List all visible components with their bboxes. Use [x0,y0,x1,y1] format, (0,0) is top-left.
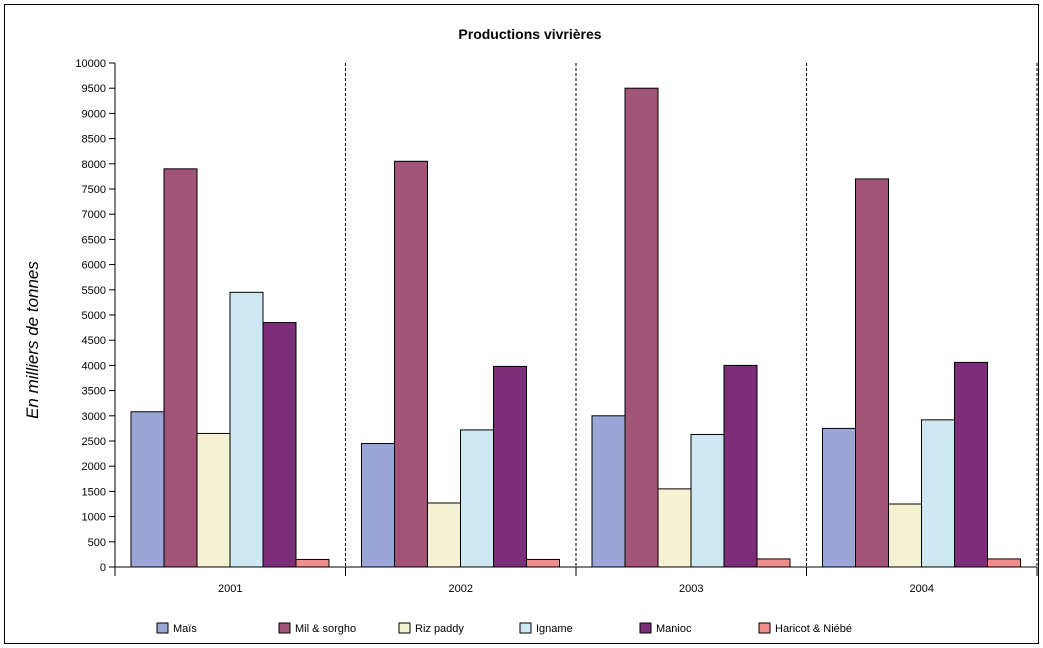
bars [130,87,1021,568]
bar [427,502,461,568]
x-tick-label: 2001 [218,583,242,595]
bar [196,432,231,568]
y-tick-label: 5000 [82,310,106,322]
y-tick-label: 3000 [82,411,106,423]
bar [624,87,659,568]
bar [361,443,395,568]
y-tick-label: 2000 [82,461,106,473]
bar [163,168,198,568]
legend-label: Riz paddy [415,623,464,635]
bar [888,503,922,568]
legend-swatch [519,622,532,634]
y-tick-label: 5500 [82,285,106,297]
legend: Maïs Mil & sorgho Riz paddy Igname Manioc Har… [156,622,852,635]
y-tick-label: 10000 [75,58,106,70]
y-tick-label: 6500 [82,234,106,246]
y-tick-label: 4500 [82,335,106,347]
bar [690,433,725,568]
bar [954,361,988,568]
y-tick-label: 9000 [82,108,106,120]
y-tick-label: 1000 [82,512,106,524]
legend-label: Maïs [173,623,197,635]
y-tick-label: 7500 [82,184,106,196]
y-tick-label: 7000 [82,209,106,221]
y-tick-label: 4000 [82,360,106,372]
bar [591,415,626,568]
legend-label: Manioc [656,623,692,635]
y-tick-label: 9500 [82,83,106,95]
bar [229,291,264,568]
bar [460,429,494,568]
y-tick-label: 6000 [82,260,106,272]
bar [822,427,856,568]
x-tick-label: 2002 [449,583,473,595]
chart-title: Productions vivrières [458,26,601,42]
legend-swatch [278,622,291,634]
legend-swatch [758,622,771,634]
y-tick-label: 8500 [82,134,106,146]
x-tick-label: 2004 [910,583,934,595]
category-separators [345,63,1038,567]
bar [723,364,758,568]
x-tick-label: 2003 [679,583,703,595]
bar [262,322,297,568]
bar [921,419,955,568]
legend-swatch [156,622,169,634]
legend-label: Igname [536,623,573,635]
legend-swatch [398,622,411,634]
legend-label: Mil & sorgho [295,623,356,635]
axes: 0 500 1000 1500 2000 2500 3000 3500 4000 4500 5000… [75,58,1038,595]
y-tick-label: 2500 [82,436,106,448]
bar [295,558,330,568]
y-tick-label: 3500 [82,386,106,398]
legend-swatch [639,622,652,634]
y-tick-label: 0 [100,562,106,574]
bar [394,160,428,568]
y-tick-label: 1500 [82,486,106,498]
bar [657,488,692,568]
y-tick-label: 8000 [82,159,106,171]
y-axis-label: En milliers de tonnes [23,261,42,419]
bar [855,178,889,568]
bar [130,411,165,568]
bar [493,365,527,568]
bar [987,558,1021,568]
legend-label: Haricot & Niébé [775,623,852,635]
y-tick-label: 500 [88,537,106,549]
bar [526,558,560,568]
bar [756,558,791,568]
